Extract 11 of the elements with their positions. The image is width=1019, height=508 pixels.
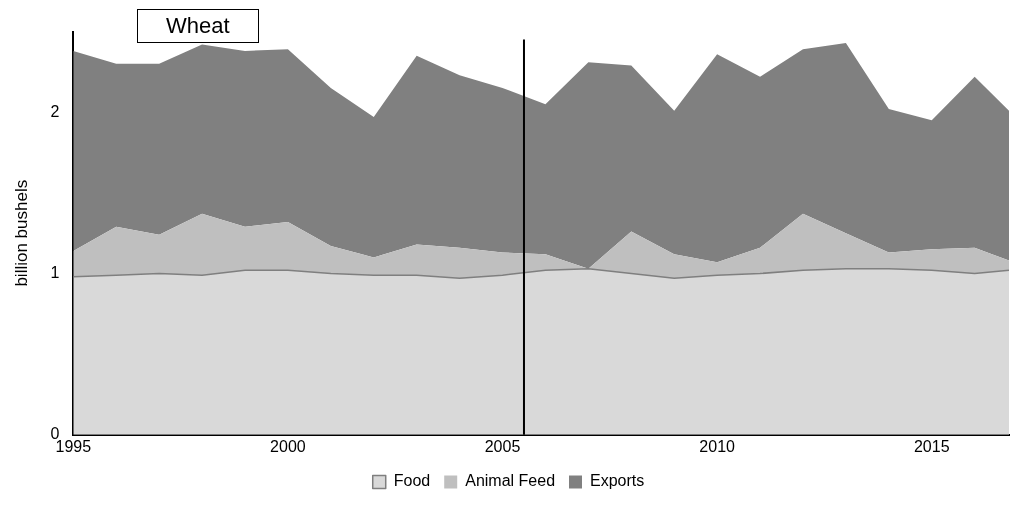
- x-tick-label: 2005: [484, 437, 521, 455]
- chart-title: Wheat: [137, 9, 259, 43]
- legend-label: Animal Feed: [465, 472, 556, 490]
- legend-label: Exports: [590, 472, 645, 490]
- y-tick-label: 2: [50, 102, 60, 120]
- legend-label: Food: [393, 472, 431, 490]
- x-tick-label: 2010: [699, 437, 736, 455]
- x-tick-label: 2000: [270, 437, 306, 455]
- y-axis-title: billion bushels: [11, 179, 31, 287]
- y-tick-label: 1: [50, 263, 60, 281]
- x-tick-label: 2015: [913, 437, 950, 455]
